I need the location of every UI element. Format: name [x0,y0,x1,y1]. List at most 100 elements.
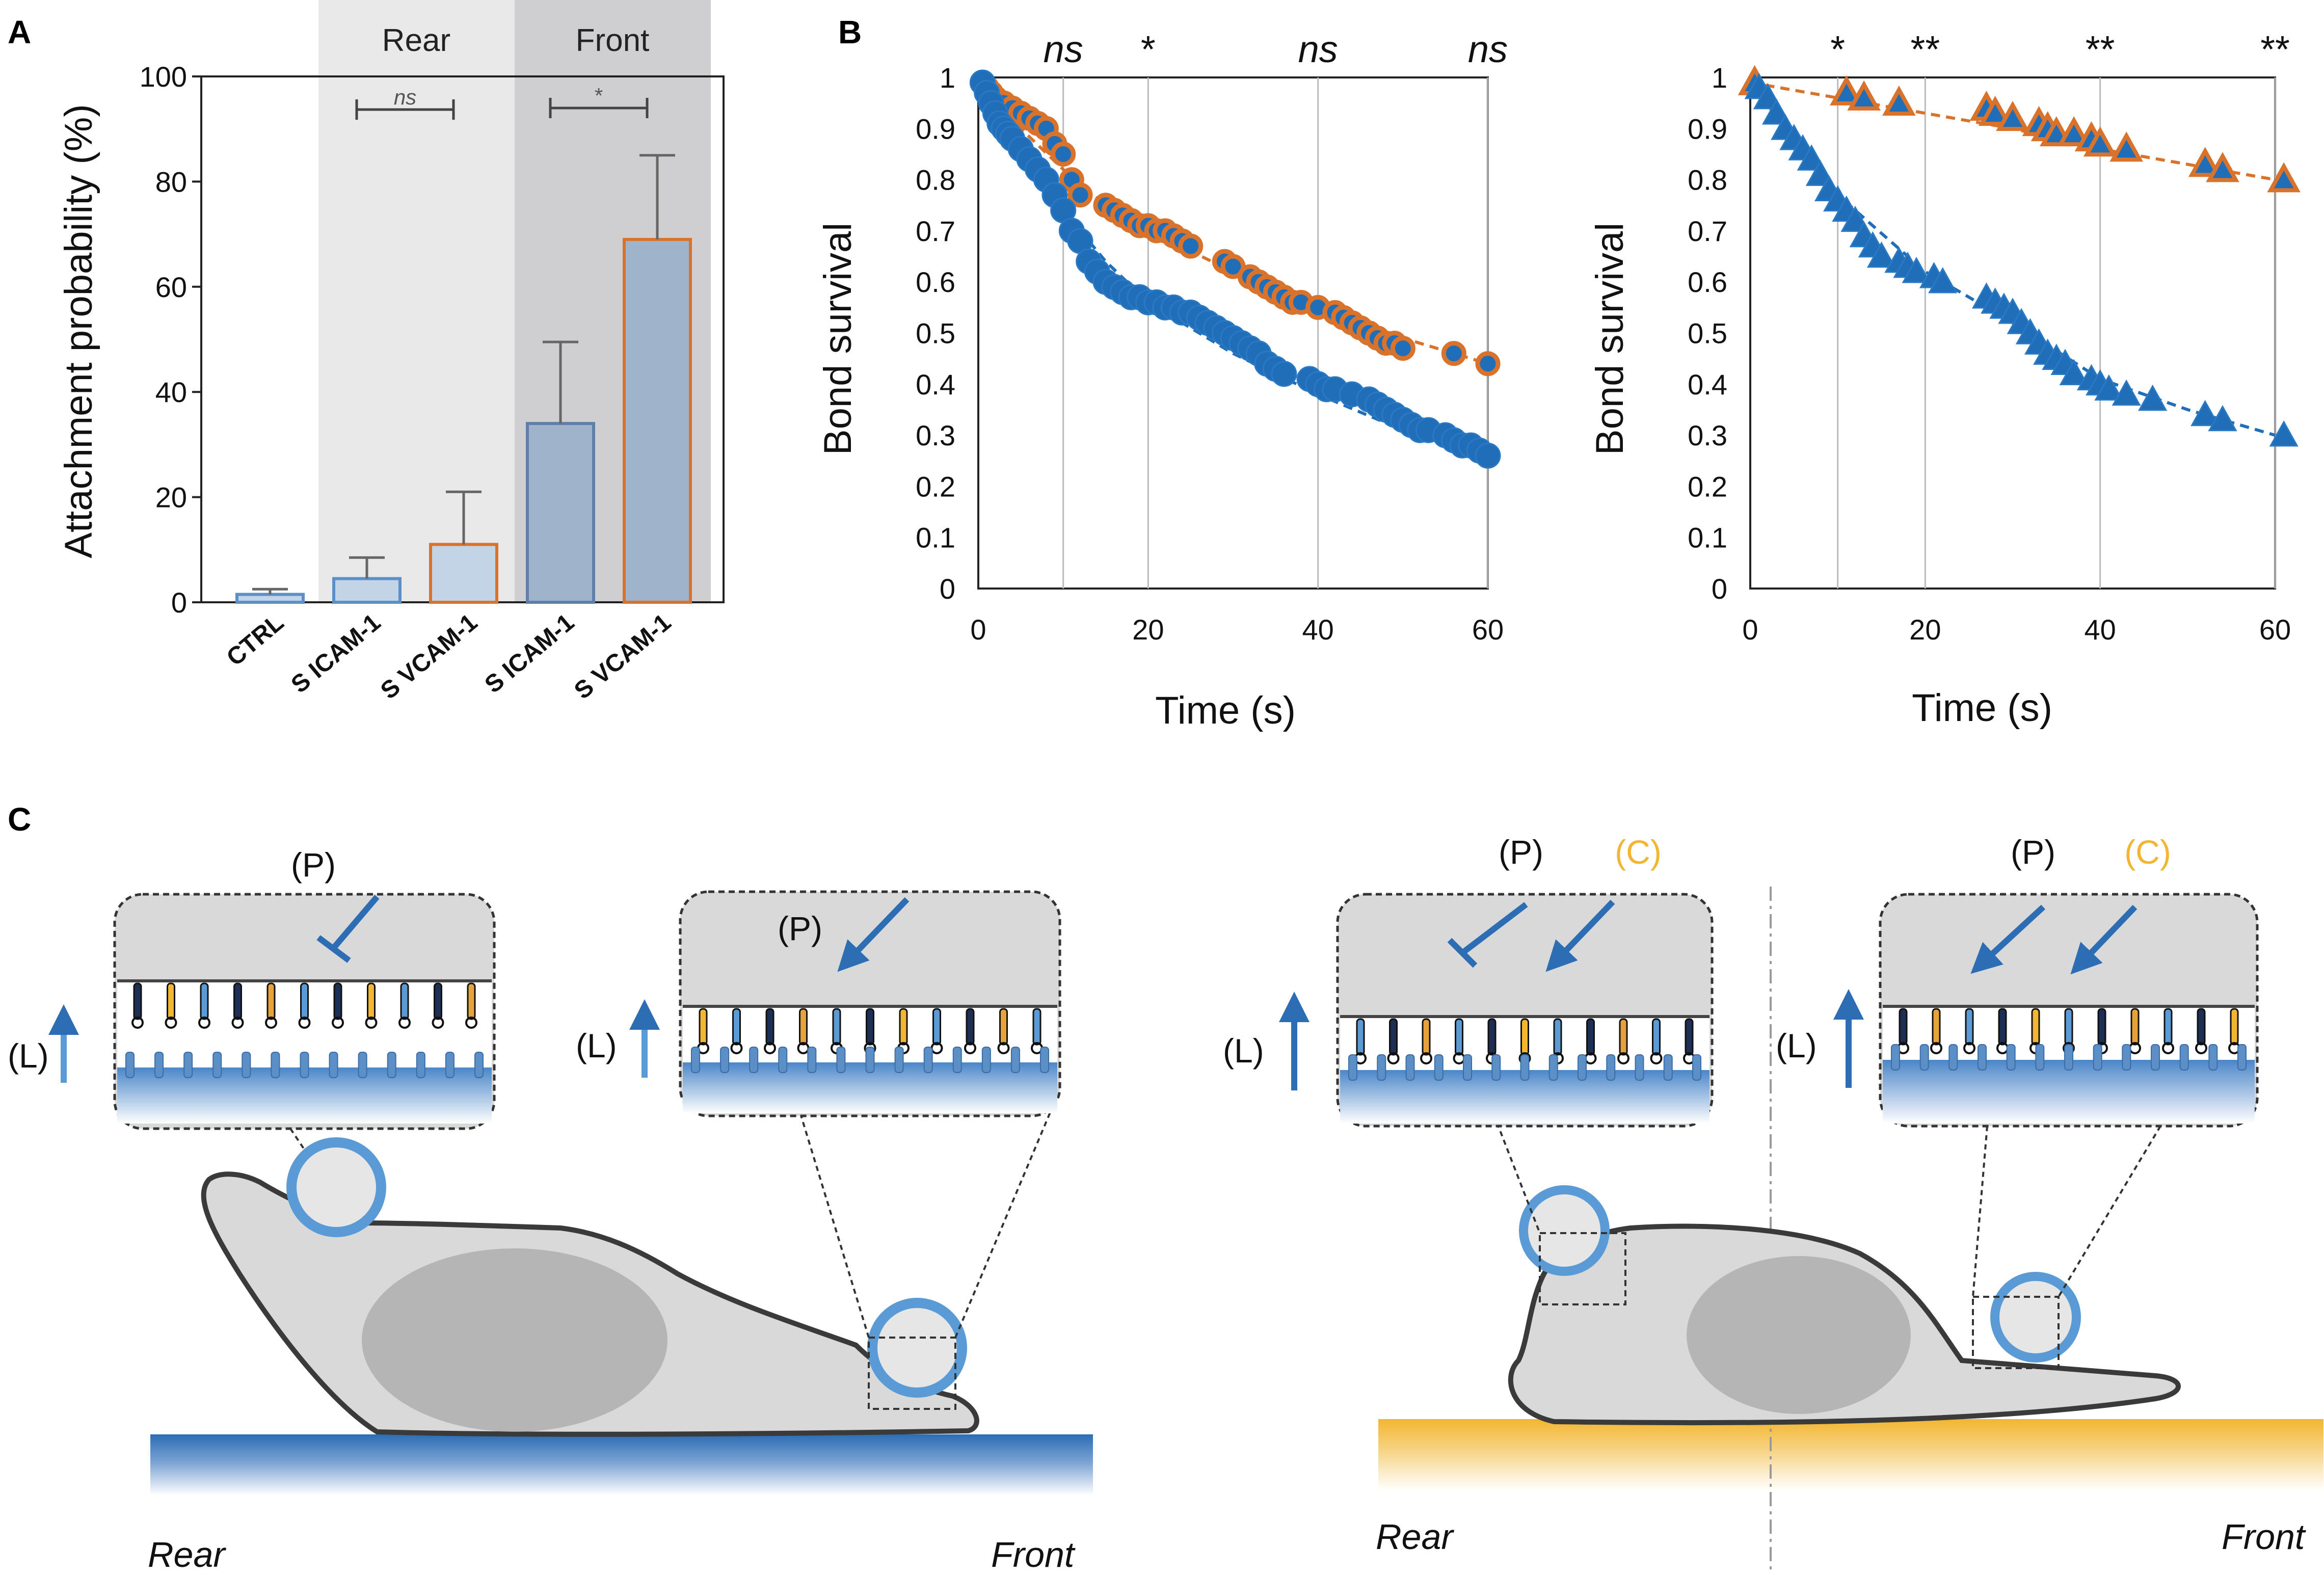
right-front-bead [1990,1272,2081,1363]
inhibit-arrow [331,895,380,950]
y-tick-label: 0 [940,573,955,605]
sig-label: ns [394,85,416,109]
ligand [836,1047,846,1073]
panel-a-yticks: 0 20 40 60 80 100 [140,61,201,619]
x-tick-label: 0 [970,613,986,646]
y-tick-label: 20 [155,482,187,514]
category-label: CTRL [222,609,289,672]
receptor [2230,1008,2239,1046]
y-tick-label: 0.7 [1688,215,1727,247]
panel-b-right-x-label: Time (s) [1912,686,2052,730]
ligand [2122,1044,2131,1071]
data-point-orange [2083,126,2117,157]
receptor [799,1008,808,1046]
receptor [899,1008,908,1046]
front-region-label: Front [576,23,650,58]
receptor-head [165,1017,177,1029]
p-label: (P) [778,910,822,947]
y-tick-label: 0.8 [916,164,955,196]
category-label: S ICAM-1 [480,609,579,699]
receptor [233,982,242,1020]
data-point-orange [2267,162,2301,193]
data-point-blue [2138,384,2168,411]
ligand [1434,1054,1444,1081]
receptor [866,1008,874,1046]
inset-receptors [125,982,484,1078]
panel-b-left-chart: ns * ns ns 0 0.1 0.2 0.3 0.4 0.5 0.6 0.7 0.8 0.9 1 0 20 4… [916,28,1508,646]
left-front-zoom-box [868,1337,956,1410]
ligand [1463,1054,1472,1081]
inset-receptors [1348,1018,1701,1081]
receptor [2130,1008,2140,1046]
yellow-substrate [1378,1419,2323,1490]
data-point-orange [1390,336,1415,361]
y-tick-label: 1 [940,62,955,94]
ligand [1348,1054,1357,1081]
x-tick-label: 20 [1909,613,1941,646]
data-point-orange [1441,341,1466,366]
panel-b-left-x-label: Time (s) [1155,689,1296,732]
panel-b-right-y-label: Bond survival [1588,223,1632,455]
bar [623,237,692,604]
data-point-blue [1902,257,1931,283]
panel-b: B ns * ns ns 0 0.1 0.2 0.3 0.4 0.5 0.6 0.7 0.8 0.9 1 0 2… [816,14,2301,732]
receptor [1932,1008,1941,1046]
data-point-orange [1051,141,1076,167]
data-point-blue [2112,379,2141,406]
ligand [1635,1054,1644,1081]
receptor [1487,1018,1497,1056]
right-cell-nucleus [1687,1256,1911,1414]
ligand [358,1052,367,1078]
y-tick-label: 60 [155,271,187,303]
receptor [1356,1018,1365,1056]
p-label: (P) [1499,833,1543,871]
y-tick-label: 0.2 [1688,470,1727,502]
receptor-head [1420,1052,1432,1064]
ligand [1377,1054,1386,1081]
ligand [923,1047,933,1073]
panel-a-bars [235,154,692,604]
panel-c-letter: C [8,801,31,838]
receptor [266,982,276,1020]
left-cell-nucleus [362,1248,667,1432]
ligand [1692,1054,1701,1081]
inset-right-rear: (P) (C) (L) [1223,833,1714,1128]
ligand [212,1052,222,1078]
sig-label: ** [1911,28,1940,70]
receptor [2031,1008,2040,1046]
panel-a-letter: A [8,14,31,50]
right-rear-label: Rear [1376,1517,1454,1557]
x-tick-label: 20 [1132,613,1164,646]
receptor [2064,1008,2073,1046]
inset-receptors [1891,1008,2247,1071]
data-point-orange [2057,116,2091,147]
x-tick-label: 40 [2085,613,2116,646]
panel-b-left-y-label: Bond survival [816,223,860,455]
x-tick-label: 60 [2259,613,2291,646]
ligand [2093,1044,2102,1071]
ligand [865,1047,875,1073]
receptor [932,1008,941,1046]
ligand [474,1052,484,1078]
ligand [1891,1044,1900,1071]
receptor [2163,1008,2173,1046]
ligand [981,1047,991,1073]
y-tick-label: 0.9 [916,113,955,145]
category-label: S ICAM-1 [286,609,386,699]
receptor-head [1650,1052,1663,1064]
receptor [1520,1018,1529,1056]
receptor [1652,1018,1661,1056]
ligand [894,1047,904,1073]
sig-label: ns [1298,28,1338,70]
y-tick-label: 0.5 [1688,317,1727,350]
ligand [1978,1044,1987,1071]
promote-arrow [2070,904,2138,975]
blue-substrate [150,1434,1093,1496]
ligand [2064,1044,2073,1071]
ligand [2151,1044,2160,1071]
l-label: (L) [8,1037,49,1075]
sig-label: ** [2260,28,2290,70]
left-rear-bead [286,1137,386,1237]
receptor [1032,1008,1041,1046]
